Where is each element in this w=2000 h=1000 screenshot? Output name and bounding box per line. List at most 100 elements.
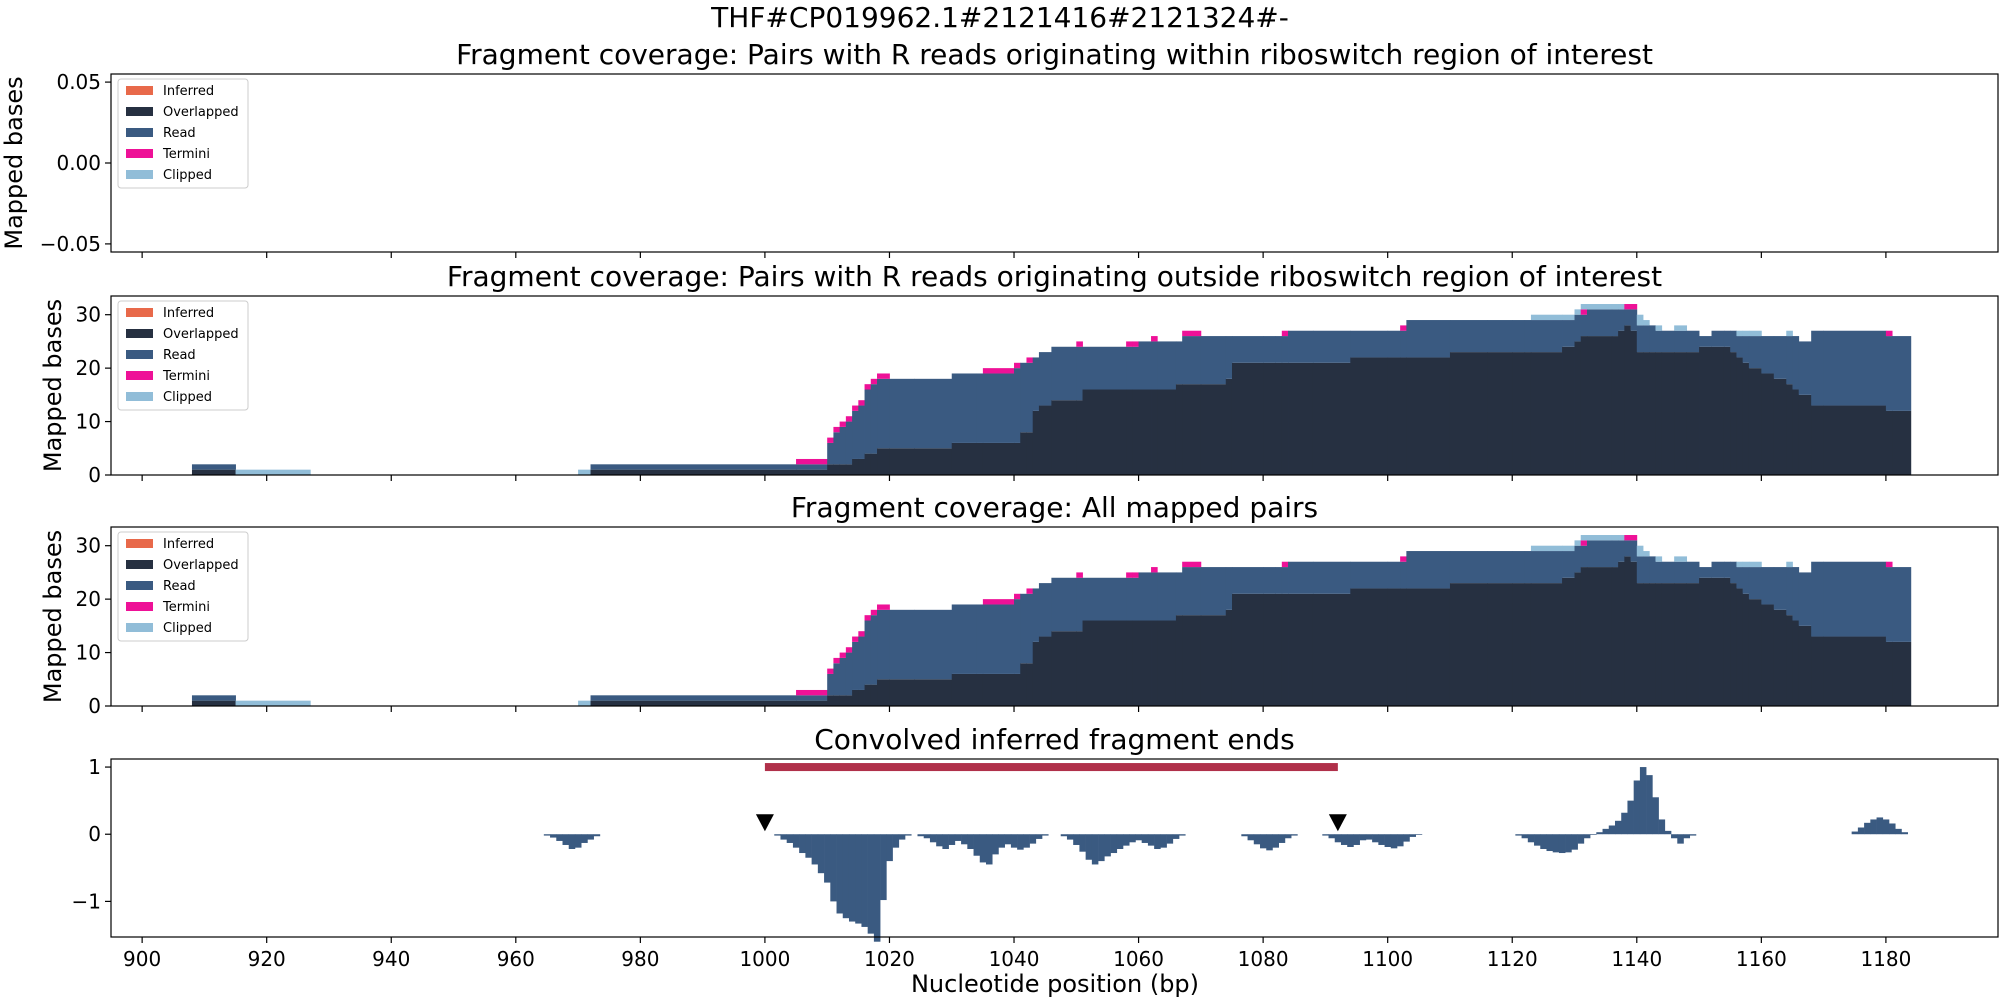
coverage-segment-overlapped — [1892, 641, 1912, 706]
coverage-segment-overlapped — [796, 700, 828, 706]
coverage-segment-termini — [864, 615, 872, 621]
coverage-segment-read — [1263, 567, 1276, 594]
coverage-segment-read — [827, 442, 834, 465]
coverage-segment-read — [1798, 341, 1812, 395]
convolved-end-bar — [1633, 780, 1641, 835]
coverage-segment-read — [1823, 561, 1887, 637]
convolved-end-bar — [948, 834, 956, 845]
x-tick-label: 900 — [123, 947, 161, 971]
coverage-segment-overlapped — [833, 464, 841, 475]
x-tick-label: 960 — [497, 947, 535, 971]
coverage-segment-overlapped — [1742, 362, 1750, 475]
convolved-end-bar — [1664, 830, 1672, 835]
legend-swatch-read — [126, 581, 153, 590]
coverage-segment-read — [870, 615, 878, 685]
coverage-segment-read — [1288, 330, 1314, 363]
coverage-segment-read — [1200, 336, 1227, 385]
coverage-segment-overlapped — [1288, 362, 1314, 475]
coverage-segment-read — [1611, 540, 1619, 568]
convolved-end-bar — [1372, 834, 1379, 843]
convolved-end-bar — [1247, 834, 1255, 841]
coverage-segment-read — [1151, 572, 1158, 621]
coverage-segment-read — [1748, 567, 1762, 600]
convolved-end-bar — [1079, 834, 1086, 852]
x-tick-label: 1080 — [1238, 947, 1289, 971]
convolved-end-bar — [1029, 834, 1037, 844]
convolved-end-bar — [1403, 834, 1410, 842]
y-tick-label: 30 — [76, 534, 101, 558]
coverage-segment-termini — [1400, 325, 1407, 331]
coverage-segment-overlapped — [951, 442, 978, 475]
coverage-segment-read — [845, 652, 853, 696]
convolved-end-bar — [1627, 800, 1634, 835]
x-tick-label: 980 — [621, 947, 659, 971]
coverage-segment-read — [1530, 551, 1563, 584]
coverage-segment-overlapped — [833, 695, 841, 706]
coverage-segment-clipped — [1748, 561, 1762, 568]
convolved-end-bar — [1889, 823, 1896, 835]
coverage-segment-read — [1562, 320, 1575, 347]
coverage-segment-read — [1661, 330, 1675, 353]
convolved-end-bar — [1035, 834, 1043, 839]
convolved-end-bar — [873, 834, 881, 942]
convolved-end-bar — [836, 834, 844, 914]
coverage-segment-read — [1512, 320, 1526, 353]
convolved-end-bar — [543, 834, 551, 836]
convolved-end-bar — [1378, 834, 1385, 845]
convolved-end-bar — [1882, 819, 1890, 835]
convolved-end-bar — [992, 834, 999, 855]
coverage-segment-read — [1655, 330, 1663, 353]
coverage-segment-overlapped — [1157, 389, 1177, 475]
coverage-segment-overlapped — [1643, 352, 1650, 475]
coverage-segment-overlapped — [889, 448, 915, 475]
coverage-segment-clipped — [1643, 551, 1650, 557]
coverage-segment-overlapped — [1082, 620, 1127, 706]
coverage-segment-read — [833, 432, 841, 465]
coverage-segment-read — [1449, 320, 1488, 353]
coverage-segment-read — [1742, 567, 1750, 594]
coverage-segment-overlapped — [1742, 593, 1750, 706]
coverage-segment-overlapped — [1798, 625, 1812, 706]
convolved-end-bar — [1857, 827, 1865, 835]
coverage-segment-read — [590, 464, 797, 470]
convolved-end-bar — [1023, 834, 1030, 848]
coverage-segment-read — [1736, 567, 1744, 589]
convolved-end-bar — [1110, 834, 1118, 854]
coverage-segment-termini — [1126, 341, 1133, 347]
convolved-end-bar — [1098, 834, 1105, 862]
coverage-segment-overlapped — [951, 673, 978, 706]
coverage-segment-termini — [1630, 304, 1638, 310]
coverage-segment-overlapped — [1686, 583, 1700, 706]
convolved-end-bar — [562, 834, 570, 845]
legend-label-termini: Termini — [162, 147, 210, 162]
coverage-segment-read — [1400, 561, 1407, 589]
legend: Inferred Overlapped Read Termini Clipped — [117, 78, 249, 189]
coverage-segment-read — [1761, 567, 1775, 605]
plot-area — [543, 763, 1908, 942]
coverage-segment-read — [1811, 330, 1825, 406]
y-tick-label: 1 — [88, 755, 101, 779]
convolved-end-bar — [1565, 834, 1572, 853]
convolved-end-bar — [923, 834, 931, 839]
figure-suptitle: THF#CP019962.1#2121416#2121324#- — [710, 1, 1289, 34]
coverage-segment-overlapped — [1730, 352, 1737, 475]
coverage-segment-read — [1014, 368, 1021, 443]
coverage-segment-overlapped — [1175, 615, 1183, 706]
axes-frame — [110, 295, 1999, 476]
coverage-segment-overlapped — [1786, 615, 1793, 706]
coverage-segment-termini — [982, 599, 1015, 605]
convolved-end-bar — [973, 834, 981, 856]
coverage-segment-read — [1699, 336, 1712, 347]
coverage-segment-termini — [982, 368, 1015, 374]
coverage-segment-overlapped — [1076, 400, 1083, 475]
coverage-segment-overlapped — [1275, 593, 1283, 706]
legend-swatch-clipped — [126, 623, 153, 632]
coverage-segment-read — [1524, 551, 1532, 584]
coverage-segment-read — [1649, 556, 1656, 584]
coverage-segment-termini — [1014, 362, 1021, 369]
x-tick-label: 1000 — [739, 947, 790, 971]
coverage-segment-overlapped — [1026, 432, 1034, 475]
y-tick-label: 0 — [88, 694, 101, 718]
coverage-segment-overlapped — [1524, 352, 1532, 475]
coverage-segment-overlapped — [1643, 583, 1650, 706]
